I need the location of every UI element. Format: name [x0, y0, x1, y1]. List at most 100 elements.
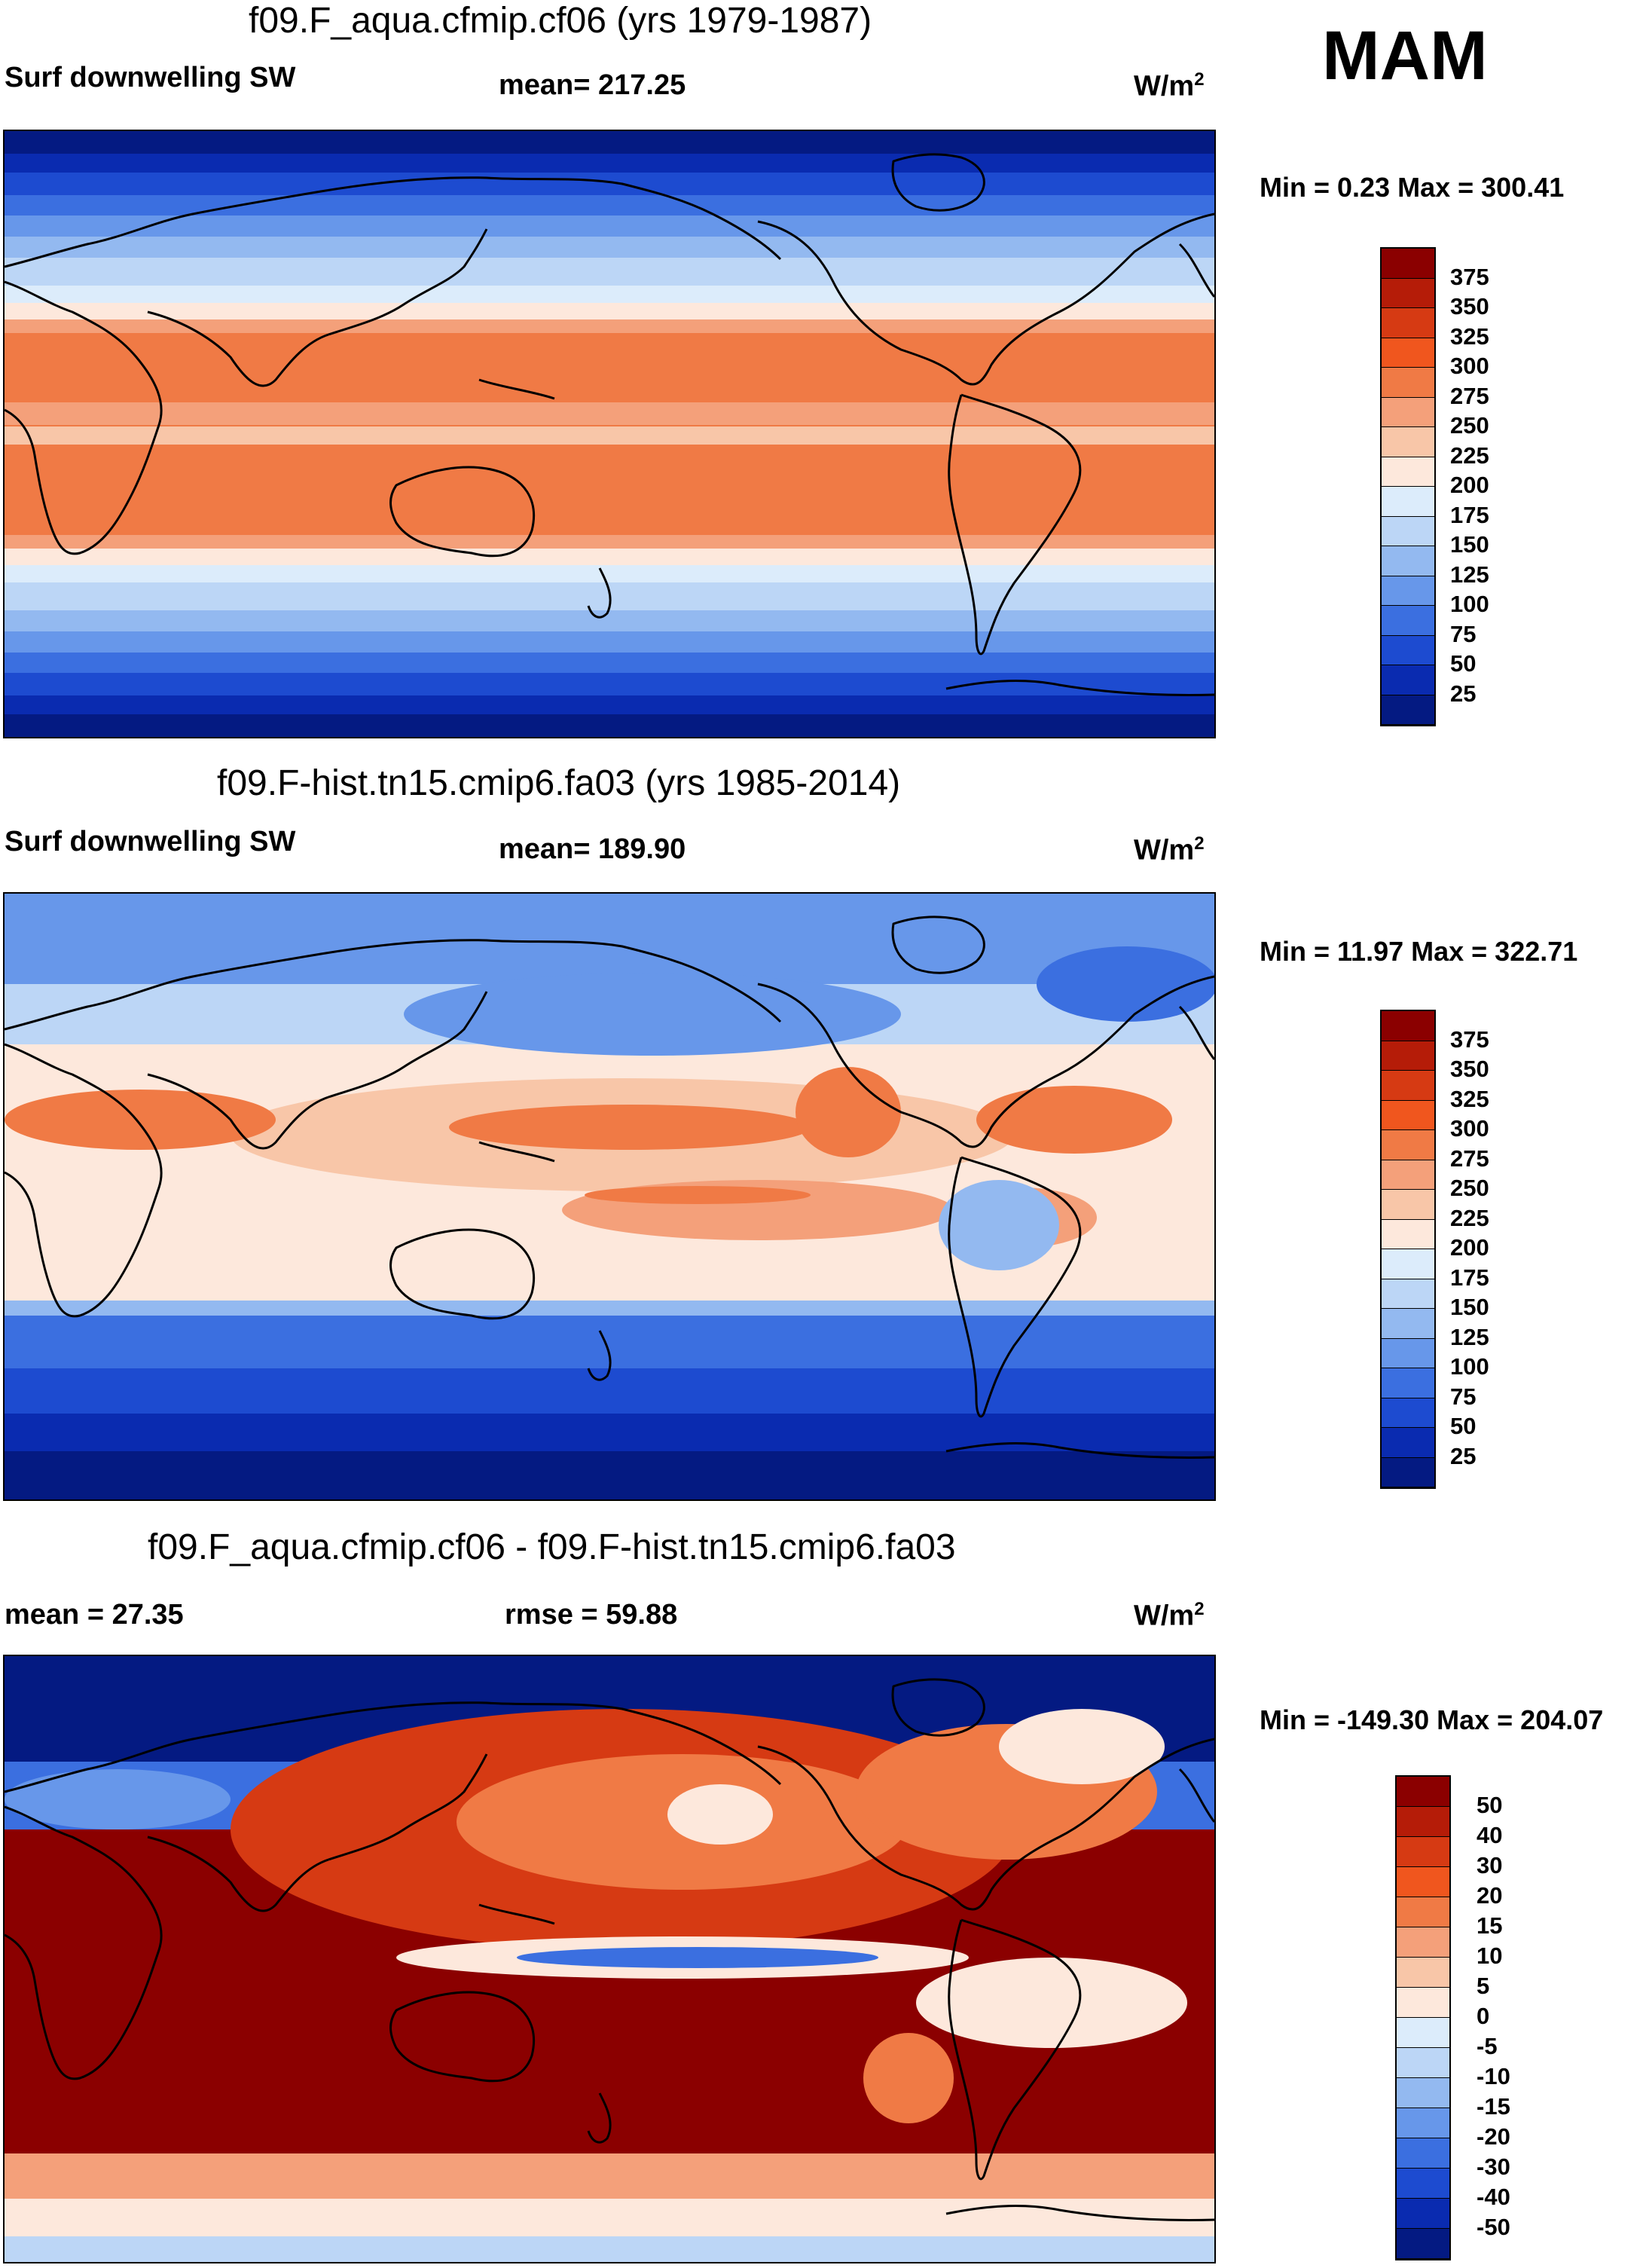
colorbar-tick-label: 275 [1450, 1145, 1489, 1172]
colorbar-swatch [1382, 1100, 1434, 1130]
panel2-map [3, 892, 1216, 1501]
colorbar-swatch [1382, 1309, 1434, 1339]
panel1-map-svg [5, 131, 1214, 737]
colorbar-swatch [1382, 397, 1434, 427]
colorbar-swatch [1382, 1190, 1434, 1220]
colorbar-swatch [1382, 695, 1434, 725]
colorbar-tick-label: 40 [1477, 1822, 1503, 1848]
colorbar-swatch [1397, 2229, 1449, 2259]
colorbar-tick-label: 125 [1450, 561, 1489, 588]
region [796, 1067, 901, 1157]
panel3-units: W/m2 [1134, 1599, 1205, 1632]
colorbar-tick-label: 75 [1450, 620, 1477, 647]
colorbar-swatch [1382, 516, 1434, 546]
colorbar-tick-label: 300 [1450, 353, 1489, 379]
colorbar-swatch [1382, 1011, 1434, 1041]
colorbar-tick-label: 300 [1450, 1115, 1489, 1142]
colorbar-tick-label: -5 [1477, 2033, 1498, 2059]
panel3-map-svg [5, 1656, 1214, 2262]
region [5, 1090, 276, 1150]
colorbar-swatch [1382, 457, 1434, 487]
colorbar-swatch [1382, 1071, 1434, 1101]
colorbar-tick-label: 200 [1450, 472, 1489, 498]
colorbar-swatch [1382, 1219, 1434, 1249]
colorbar-tick-label: 10 [1477, 1942, 1503, 1969]
colorbar-tick-label: 150 [1450, 1294, 1489, 1320]
panel2-units: W/m2 [1134, 833, 1205, 867]
band [5, 426, 1214, 445]
colorbar-swatch [1397, 2048, 1449, 2078]
panel2-colorbar [1380, 1010, 1436, 1489]
panel1-minmax: Min = 0.23 Max = 300.41 [1260, 172, 1565, 203]
colorbar-swatch [1397, 1958, 1449, 1988]
colorbar-tick-label: 275 [1450, 382, 1489, 409]
colorbar-swatch [1382, 308, 1434, 338]
colorbar-swatch [1382, 278, 1434, 308]
colorbar-swatch [1382, 338, 1434, 368]
colorbar-swatch [1382, 1041, 1434, 1071]
colorbar-tick-label: 325 [1450, 1085, 1489, 1112]
colorbar-tick-label: 325 [1450, 322, 1489, 350]
colorbar-tick-label: 30 [1477, 1852, 1503, 1878]
panel1-colorbar [1380, 247, 1436, 726]
colorbar-tick-label: -30 [1477, 2153, 1510, 2180]
colorbar-swatch [1397, 1837, 1449, 1867]
region [916, 1958, 1187, 2048]
colorbar-tick-label: -20 [1477, 2123, 1510, 2150]
colorbar-tick-label: 15 [1477, 1912, 1503, 1939]
colorbar-tick-label: 200 [1450, 1234, 1489, 1261]
colorbar-tick-label: 20 [1477, 1882, 1503, 1909]
colorbar-tick-label: 175 [1450, 501, 1489, 528]
colorbar-swatch [1397, 1777, 1449, 1807]
panel2-minmax: Min = 11.97 Max = 322.71 [1260, 936, 1578, 967]
region [449, 1105, 811, 1150]
panel3-rmse-label: rmse = 59.88 [505, 1599, 678, 1631]
colorbar-swatch [1382, 487, 1434, 517]
colorbar-swatch [1382, 1249, 1434, 1279]
colorbar-swatch [1397, 2138, 1449, 2169]
band [5, 402, 1214, 425]
colorbar-tick-label: 25 [1450, 1442, 1477, 1469]
region [999, 1709, 1165, 1784]
colorbar-tick-label: 50 [1450, 1413, 1477, 1439]
colorbar-tick-label: 225 [1450, 1204, 1489, 1231]
colorbar-swatch [1382, 665, 1434, 695]
colorbar-swatch [1382, 1279, 1434, 1309]
panel1-map [3, 130, 1216, 738]
colorbar-tick-label: 50 [1477, 1792, 1503, 1818]
colorbar-swatch [1397, 2108, 1449, 2138]
colorbar-swatch [1397, 1867, 1449, 1897]
colorbar-swatch [1397, 1897, 1449, 1927]
colorbar-swatch [1397, 1988, 1449, 2018]
colorbar-swatch [1382, 1130, 1434, 1160]
panel3-colorbar [1395, 1775, 1451, 2260]
region [585, 1186, 811, 1204]
colorbar-tick-label: 250 [1450, 1175, 1489, 1201]
colorbar-swatch [1382, 368, 1434, 398]
region [1037, 946, 1214, 1022]
colorbar-tick-label: 375 [1450, 1025, 1489, 1053]
colorbar-tick-label: 175 [1450, 1264, 1489, 1291]
region [404, 973, 901, 1056]
colorbar-swatch [1382, 1338, 1434, 1368]
colorbar-tick-label: 0 [1477, 2003, 1490, 2029]
band [5, 894, 1214, 984]
region [939, 1180, 1059, 1270]
colorbar-tick-label: 5 [1477, 1973, 1490, 1999]
panel3-mean-label: mean = 27.35 [5, 1599, 184, 1631]
panel1-mean-label: mean= 217.25 [499, 69, 686, 101]
panel1-left-label: Surf downwelling SW [5, 62, 296, 93]
colorbar-swatch [1397, 1807, 1449, 1837]
colorbar-tick-label: 225 [1450, 442, 1489, 469]
panel1-colorbar-labels: 375 350 325 300 275 250 225 200 175 150 125 100 75 50… [1450, 247, 1541, 726]
panel3-minmax: Min = -149.30 Max = 204.07 [1260, 1704, 1604, 1735]
panel1-title: f09.F_aqua.cfmip.cf06 (yrs 1979-1987) [249, 1, 872, 41]
colorbar-tick-label: 375 [1450, 263, 1489, 290]
colorbar-tick-label: 150 [1450, 531, 1489, 558]
colorbar-swatch [1397, 2199, 1449, 2229]
region [517, 1947, 878, 1968]
region [5, 1769, 231, 1829]
colorbar-tick-label: 50 [1450, 650, 1477, 677]
colorbar-swatch [1397, 2078, 1449, 2108]
colorbar-swatch [1397, 1927, 1449, 1958]
